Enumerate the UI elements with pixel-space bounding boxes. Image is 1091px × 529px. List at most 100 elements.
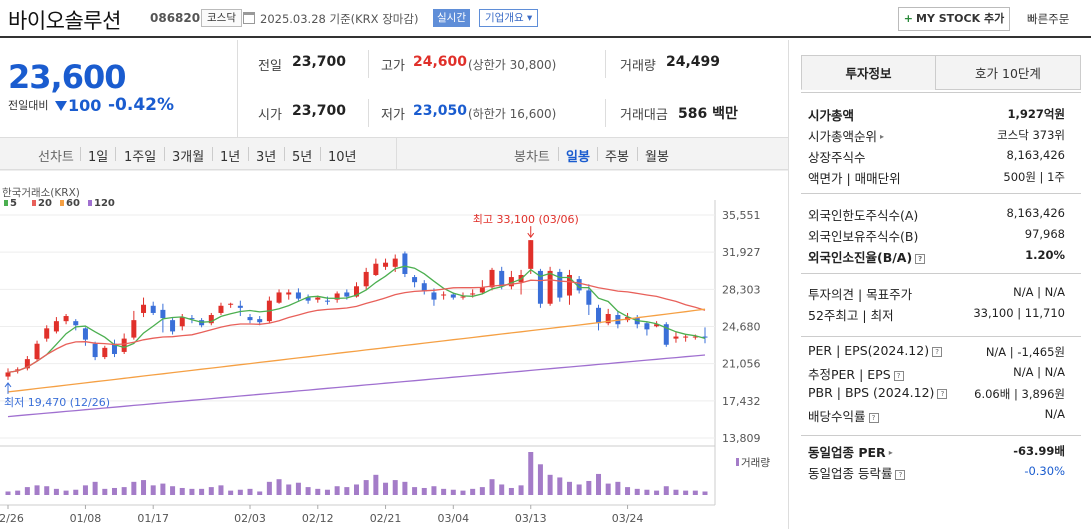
- amount-label: 거래대금: [620, 108, 668, 123]
- stock-name: 바이오솔루션: [8, 9, 121, 33]
- tab-5y[interactable]: 5년: [292, 150, 313, 165]
- volume-bar: [82, 485, 88, 495]
- candle-body: [179, 317, 185, 327]
- info-value: 6.06배 | 3,896원: [974, 387, 1065, 401]
- volume-bar: [237, 489, 243, 495]
- help-icon[interactable]: ?: [868, 413, 879, 423]
- volume-bar: [412, 487, 418, 495]
- volume-bar: [528, 452, 534, 495]
- candle-body: [63, 316, 69, 322]
- volume-bar: [634, 488, 640, 495]
- volume-bar: [402, 481, 408, 495]
- candle-body: [450, 294, 456, 298]
- stock-code: 086820: [150, 11, 201, 25]
- candle-body: [479, 287, 485, 293]
- tab-10y[interactable]: 10년: [328, 150, 357, 165]
- volume-bar: [199, 488, 205, 495]
- volume-bar: [111, 487, 117, 495]
- help-icon[interactable]: ?: [932, 347, 943, 357]
- help-icon[interactable]: ?: [893, 371, 904, 381]
- candle-body: [663, 324, 669, 345]
- stock-chart[interactable]: 35,551 31,927 28,303 24,680 21,056 17,432 13,8…: [0, 169, 788, 529]
- candle-body: [73, 321, 79, 326]
- help-icon[interactable]: ?: [895, 470, 906, 480]
- volume-bar: [625, 487, 631, 495]
- candle-body: [344, 292, 350, 297]
- volume-bar: [479, 487, 485, 495]
- info-label[interactable]: 외국인소진율(B/A)?: [808, 247, 926, 266]
- info-label[interactable]: 추정PER | EPS?: [808, 364, 904, 383]
- legend-swatch: [4, 200, 8, 206]
- divider: [801, 336, 1081, 337]
- legend-swatch: [88, 200, 92, 206]
- tab-weekly[interactable]: 주봉: [605, 150, 629, 165]
- tab-monthly[interactable]: 월봉: [645, 150, 669, 165]
- tab-1d[interactable]: 1일: [88, 150, 109, 165]
- tab-1y[interactable]: 1년: [220, 150, 241, 165]
- volume-bar: [354, 484, 359, 495]
- help-icon[interactable]: ?: [937, 389, 948, 399]
- legend-label: 120: [94, 198, 115, 209]
- volume-bar: [247, 488, 253, 495]
- tab-3y[interactable]: 3년: [256, 150, 277, 165]
- info-value: -0.30%: [1024, 464, 1065, 478]
- candle-body: [644, 323, 650, 330]
- info-label: 외국인보유주식수(B): [808, 229, 919, 244]
- tab-orderbook-10[interactable]: 호가 10단계: [935, 55, 1081, 90]
- candle-body: [324, 300, 330, 302]
- volume-bar: [131, 481, 137, 495]
- info-label: 투자의견 | 목표주가: [808, 287, 913, 302]
- candle-body: [431, 292, 437, 300]
- legend-label: 60: [66, 198, 80, 209]
- volume-bar: [566, 481, 572, 495]
- realtime-badge[interactable]: 실시간: [433, 9, 470, 27]
- info-label[interactable]: 시가총액순위 ▸: [808, 129, 885, 144]
- info-label[interactable]: 배당수익률?: [808, 406, 879, 425]
- candle-body: [392, 258, 398, 267]
- y-tick-label: 13,809: [722, 432, 761, 445]
- add-mystock-button[interactable]: + MY STOCK 추가: [898, 7, 1010, 31]
- x-tick-label: 02/21: [370, 512, 402, 525]
- volume-bar: [470, 488, 476, 495]
- volume-bar: [141, 480, 147, 495]
- volume-bar: [683, 490, 689, 495]
- info-label[interactable]: PER | EPS(2024.12)?: [808, 343, 943, 358]
- info-label[interactable]: PBR | BPS (2024.12)?: [808, 385, 948, 400]
- info-value: 코스닥 373위: [997, 128, 1065, 142]
- help-icon[interactable]: ?: [915, 254, 926, 264]
- volume-bar: [421, 487, 427, 495]
- candle-body: [228, 303, 234, 305]
- fast-order-link[interactable]: 빠른주문: [1027, 12, 1070, 26]
- candle-body: [82, 328, 88, 340]
- calendar-icon: [243, 12, 255, 24]
- volume-bar: [34, 485, 40, 495]
- down-triangle-icon: [55, 101, 67, 111]
- tab-daily[interactable]: 일봉: [566, 150, 590, 165]
- candle-body: [15, 369, 21, 371]
- chevron-right-icon[interactable]: ▸: [880, 132, 885, 141]
- tab-investment-info[interactable]: 투자정보: [801, 55, 936, 90]
- volume-bar: [228, 490, 234, 495]
- volume-bar: [257, 491, 263, 495]
- info-label[interactable]: 동일업종 PER ▸: [808, 445, 893, 460]
- company-overview-button[interactable]: 기업개요 ▾: [479, 9, 539, 27]
- info-label[interactable]: 동일업종 등락률?: [808, 463, 906, 482]
- tab-1w[interactable]: 1주일: [124, 150, 157, 165]
- upper-limit: (상한가 30,800): [468, 58, 557, 72]
- volume-bar: [644, 489, 650, 495]
- ma20-line: [7, 279, 706, 374]
- y-tick-label: 17,432: [722, 395, 761, 408]
- x-tick-label: 03/24: [612, 512, 644, 525]
- candle-body: [654, 324, 660, 327]
- candle-body: [315, 297, 321, 300]
- info-value: N/A | N/A: [1013, 285, 1065, 299]
- y-tick-label: 35,551: [722, 209, 761, 222]
- candle-body: [247, 317, 253, 321]
- volume-bar: [266, 481, 272, 495]
- info-value: -63.99배: [1013, 444, 1065, 458]
- ma120-line: [7, 354, 706, 418]
- volume-bar: [63, 490, 69, 495]
- volume-bar: [663, 486, 669, 495]
- chevron-right-icon[interactable]: ▸: [888, 448, 893, 457]
- tab-3m[interactable]: 3개월: [172, 150, 205, 165]
